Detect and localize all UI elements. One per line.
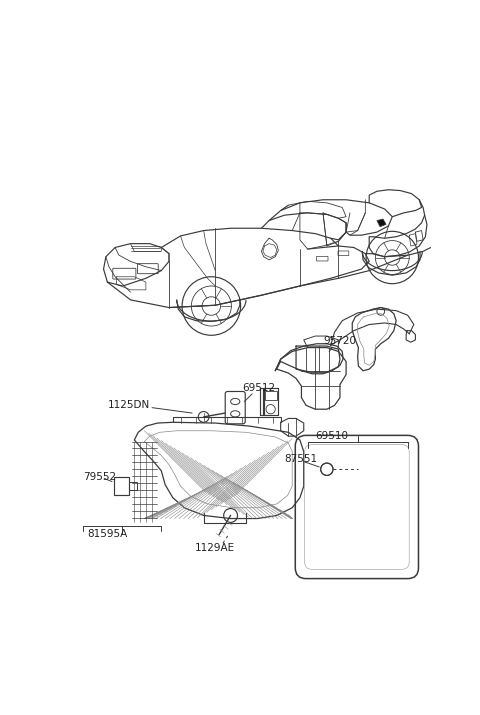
- Text: 87551: 87551: [285, 454, 318, 464]
- Text: 1129AE: 1129AE: [195, 543, 235, 553]
- Text: 1125DN: 1125DN: [108, 400, 150, 410]
- Bar: [114, 477, 129, 495]
- Bar: [129, 483, 137, 490]
- Text: 69510: 69510: [316, 431, 349, 441]
- Text: 69512: 69512: [242, 383, 275, 393]
- Polygon shape: [377, 219, 386, 227]
- Text: 81595A: 81595A: [87, 529, 128, 539]
- Bar: [265, 390, 277, 400]
- Text: 95720: 95720: [323, 337, 356, 347]
- Text: 79552: 79552: [83, 472, 116, 482]
